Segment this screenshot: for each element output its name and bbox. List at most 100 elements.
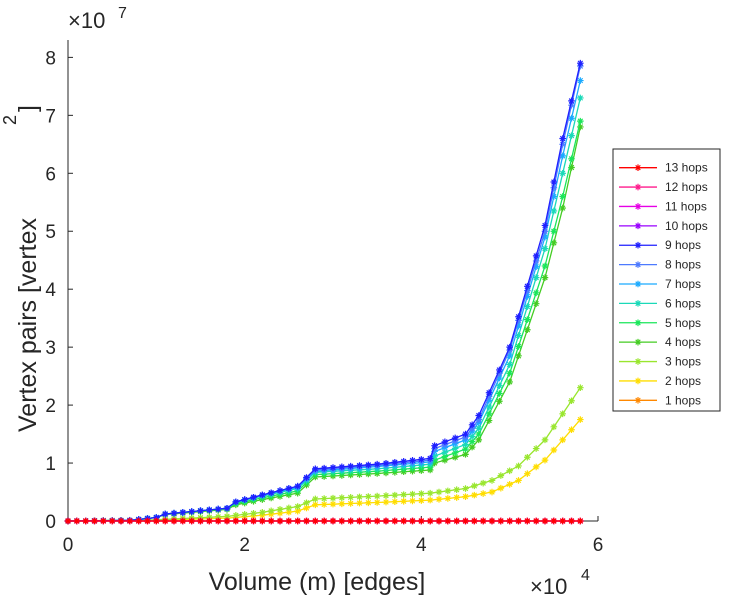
series-marker	[496, 374, 503, 382]
legend-box	[612, 148, 721, 412]
series-marker	[276, 487, 284, 494]
legend-marker	[634, 203, 642, 210]
legend-label: 10 hops	[665, 219, 708, 233]
series-marker	[382, 492, 390, 499]
series-marker	[577, 416, 584, 423]
series-marker	[488, 477, 496, 484]
series-line	[67, 97, 581, 522]
series-marker	[524, 316, 531, 323]
y-tick-label: 3	[45, 338, 56, 359]
series-marker	[400, 497, 407, 505]
x-exponent-power: 4	[581, 567, 590, 584]
legend-label: 1 hops	[665, 393, 701, 407]
series-marker	[485, 396, 493, 404]
series-marker	[294, 503, 301, 510]
legend-marker	[634, 241, 642, 249]
series-marker	[206, 506, 213, 514]
series-marker	[426, 496, 434, 504]
series-marker	[471, 517, 478, 525]
series-marker	[241, 511, 248, 518]
series-marker	[515, 332, 522, 339]
series-marker	[329, 494, 337, 502]
series-marker	[241, 517, 248, 525]
series-marker	[426, 489, 434, 497]
legend-item: 7 hops	[619, 277, 701, 291]
series-marker	[285, 508, 293, 516]
x-tick-label: 0	[63, 535, 74, 556]
series-marker	[250, 493, 257, 501]
series-marker	[577, 59, 584, 67]
series-marker	[515, 322, 522, 330]
legend-item: 4 hops	[619, 335, 701, 349]
series-marker	[468, 433, 476, 440]
series-marker	[338, 494, 346, 502]
series-marker	[347, 462, 354, 470]
series-marker	[418, 490, 425, 497]
series-marker	[303, 517, 310, 525]
series-marker	[391, 517, 399, 525]
series-marker	[294, 482, 301, 490]
series-marker	[515, 317, 522, 324]
series-marker	[223, 517, 231, 525]
series-marker	[515, 352, 522, 360]
legend-label: 2 hops	[665, 374, 701, 388]
series-marker	[559, 204, 566, 212]
series-marker	[559, 193, 566, 200]
series-marker	[550, 178, 558, 186]
legend-label: 7 hops	[665, 277, 701, 291]
series-marker	[285, 517, 293, 525]
legend-marker	[634, 397, 642, 404]
series-marker	[303, 499, 310, 507]
series-marker	[479, 479, 487, 487]
series-8-hops	[64, 62, 584, 525]
series-marker	[320, 495, 328, 502]
series-marker	[82, 517, 89, 525]
series-marker	[373, 492, 381, 500]
legend-item: 12 hops	[619, 180, 708, 194]
series-marker	[320, 464, 328, 472]
series-marker	[568, 97, 575, 105]
legend-label: 13 hops	[665, 161, 708, 175]
legend-marker	[634, 319, 642, 327]
series-marker	[117, 517, 125, 525]
series-marker	[496, 366, 503, 374]
series-marker	[356, 517, 363, 525]
series-marker	[294, 517, 301, 525]
series-marker	[312, 517, 319, 525]
legend-marker	[634, 183, 642, 191]
y-tick-label: 2	[45, 396, 56, 417]
series-marker	[426, 455, 434, 462]
series-marker	[373, 517, 381, 525]
series-marker	[453, 517, 460, 525]
series-marker	[435, 495, 443, 503]
series-marker	[515, 517, 522, 525]
series-marker	[431, 442, 438, 449]
series-marker	[568, 155, 575, 163]
series-marker	[382, 498, 390, 506]
series-marker	[232, 498, 240, 506]
x-tick-label: 4	[416, 535, 427, 556]
series-marker	[409, 490, 416, 498]
series-marker	[462, 493, 469, 500]
y-tick-label: 8	[45, 48, 56, 69]
series-marker	[453, 494, 460, 501]
legend-marker	[634, 377, 642, 385]
series-marker	[250, 517, 257, 525]
series-line	[67, 80, 581, 522]
series-marker	[312, 495, 319, 503]
series-marker	[126, 517, 134, 525]
series-marker	[506, 352, 513, 360]
series-marker	[568, 397, 575, 405]
series-marker	[418, 517, 425, 525]
series-marker	[485, 417, 493, 424]
series-marker	[488, 488, 496, 496]
series-marker	[515, 343, 522, 350]
series-marker	[365, 517, 372, 525]
series-marker	[312, 465, 319, 473]
legend-label: 8 hops	[665, 258, 701, 272]
series-line	[67, 126, 581, 522]
y-tick-label: 5	[45, 222, 56, 243]
series-marker	[170, 509, 178, 517]
series-marker	[153, 517, 160, 525]
